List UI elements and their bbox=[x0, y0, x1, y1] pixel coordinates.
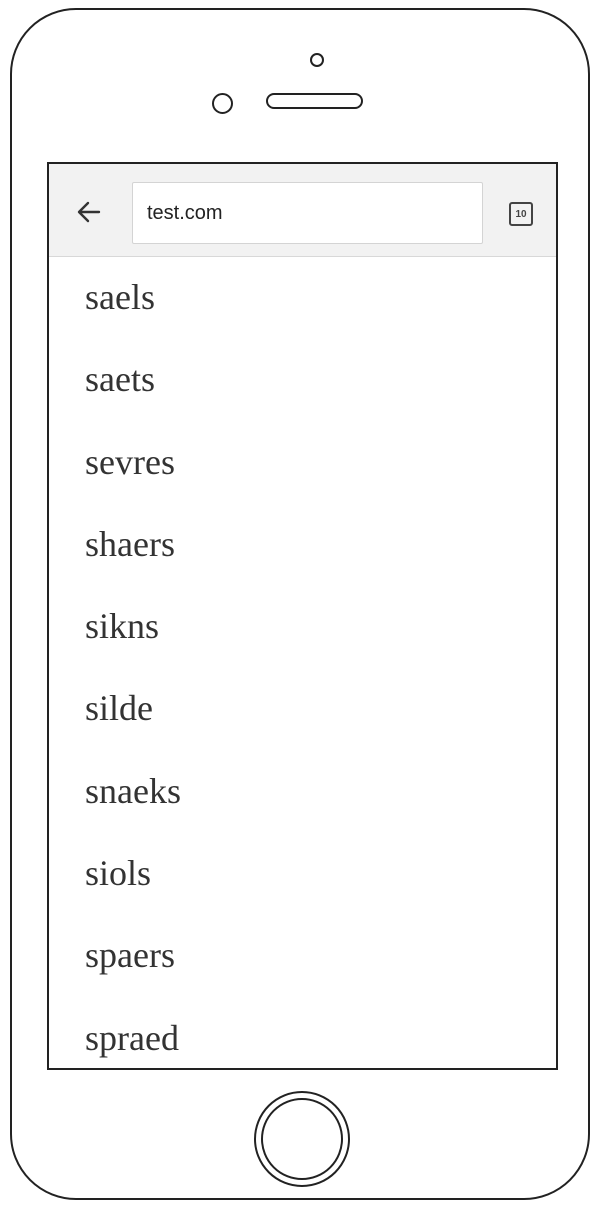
tab-count-button[interactable]: 10 bbox=[509, 202, 533, 226]
url-field[interactable] bbox=[132, 182, 483, 244]
list-item[interactable]: shaers bbox=[85, 523, 175, 564]
arrow-left-icon bbox=[77, 201, 101, 223]
tab-count-label: 10 bbox=[515, 208, 527, 220]
list-item[interactable]: saels bbox=[85, 277, 155, 317]
browser-toolbar: 10 bbox=[49, 164, 556, 257]
list-item[interactable]: spaers bbox=[85, 935, 175, 976]
list-item[interactable]: silde bbox=[85, 688, 153, 729]
home-button-ring bbox=[261, 1098, 343, 1180]
front-camera bbox=[310, 53, 324, 67]
list-item[interactable]: sikns bbox=[85, 606, 160, 647]
list-item[interactable]: saets bbox=[85, 359, 155, 400]
phone-screen: 10 saels saets sevres shaers sikns silde… bbox=[47, 162, 558, 1070]
earpiece-speaker bbox=[266, 93, 363, 109]
back-button[interactable] bbox=[73, 196, 105, 228]
list-item[interactable]: sevres bbox=[85, 441, 175, 482]
list-item[interactable]: snaeks bbox=[85, 770, 181, 811]
word-list: saels saets sevres shaers sikns silde sn… bbox=[49, 257, 556, 1068]
home-button[interactable] bbox=[254, 1091, 350, 1187]
proximity-sensor bbox=[212, 93, 233, 114]
list-item[interactable]: siols bbox=[85, 853, 152, 894]
list-item[interactable]: spraed bbox=[85, 1017, 179, 1058]
